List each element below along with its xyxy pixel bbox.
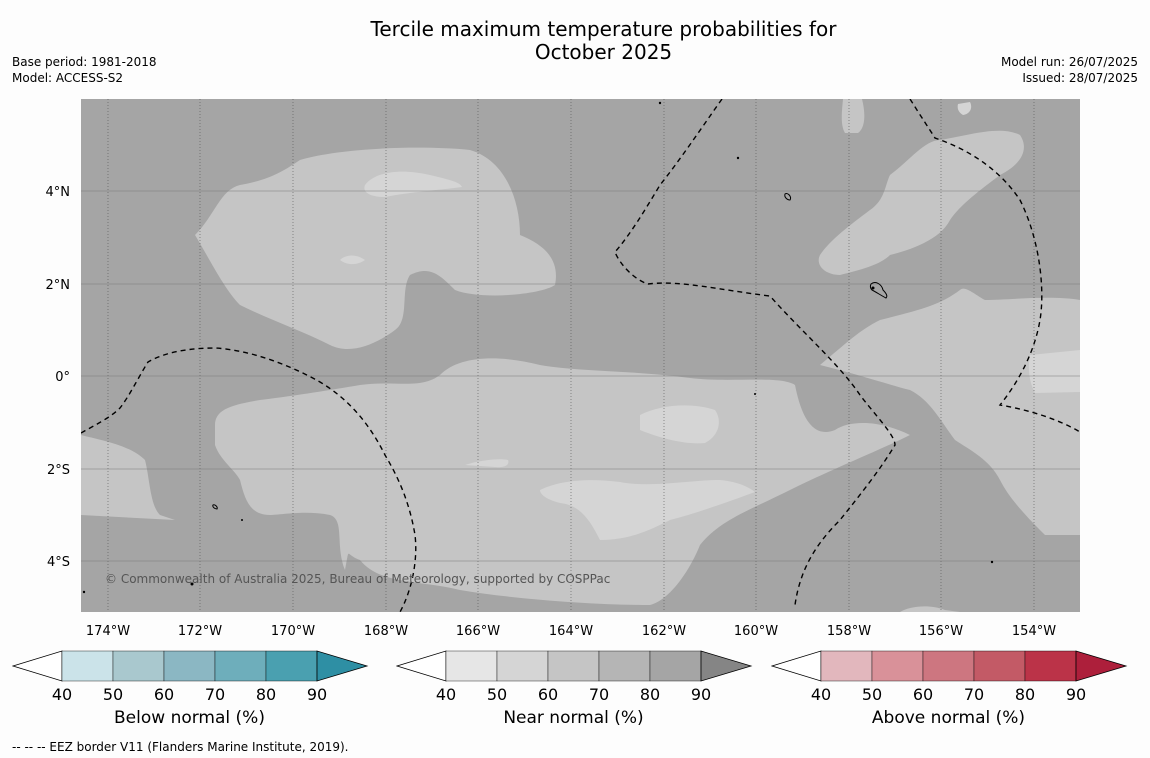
near-normal-core-5 xyxy=(465,459,509,468)
lon-label: 166°W xyxy=(456,624,500,639)
colorbar-tick-label: 70 xyxy=(205,685,225,704)
colorbar-title: Below normal (%) xyxy=(114,708,265,728)
colorbar-segment xyxy=(496,650,549,682)
eez-note: -- -- -- EEZ border V11 (Flanders Marine… xyxy=(12,740,349,754)
colorbar-tick-label: 60 xyxy=(913,685,933,704)
lon-label: 174°W xyxy=(86,624,130,639)
colorbar-1: 40 50 60 70 80 90 xyxy=(396,650,753,704)
colorbar-segment xyxy=(61,650,114,682)
near-normal-region-central xyxy=(215,358,910,605)
eez-borders xyxy=(81,99,1080,612)
colorbar-tick-label: 60 xyxy=(538,685,558,704)
colorbar-tick-label: 80 xyxy=(1015,685,1035,704)
title-line-1: Tercile maximum temperature probabilitie… xyxy=(370,17,837,41)
colorbar-tick-label: 80 xyxy=(256,685,276,704)
lat-label: 4°S xyxy=(47,555,70,570)
lon-label: 156°W xyxy=(919,624,963,639)
colorbar-tick-label: 50 xyxy=(103,685,123,704)
near-normal-core-4 xyxy=(540,480,755,540)
lat-label: 4°N xyxy=(46,185,71,200)
copyright-notice: © Commonwealth of Australia 2025, Bureau… xyxy=(105,572,610,586)
colorbar-tick-label: 70 xyxy=(589,685,609,704)
title-line-2: October 2025 xyxy=(534,40,673,64)
lat-label: 0° xyxy=(55,370,70,385)
model-name: Model: ACCESS-S2 xyxy=(12,71,124,85)
colorbar-tick-label: 70 xyxy=(964,685,984,704)
lon-label: 162°W xyxy=(642,624,686,639)
lat-label: 2°S xyxy=(47,463,70,478)
colorbar-tick-label: 50 xyxy=(487,685,507,704)
map-title: Tercile maximum temperature probabilitie… xyxy=(0,18,1150,64)
colorbar-tick-label: 90 xyxy=(691,685,711,704)
near-normal-region-east xyxy=(820,288,1080,535)
near-normal-core-7 xyxy=(957,102,972,115)
colorbar-extend-high xyxy=(316,650,369,682)
near-normal-region-top xyxy=(841,99,865,133)
colorbar-segment xyxy=(598,650,651,682)
near-normal-region-west xyxy=(81,435,175,520)
colorbar-tick-label: 50 xyxy=(862,685,882,704)
colorbar-tick-label: 60 xyxy=(154,685,174,704)
latitude-gridlines xyxy=(81,190,1080,562)
near-normal-region-bottom-east xyxy=(900,606,960,612)
colorbar-tick-label: 40 xyxy=(811,685,831,704)
lon-label: 168°W xyxy=(364,624,408,639)
colorbar-segment xyxy=(265,650,318,682)
colorbar-segment xyxy=(214,650,267,682)
near-normal-core-2 xyxy=(340,255,365,265)
near-normal-core-3 xyxy=(640,405,719,444)
colorbar-segment xyxy=(445,650,498,682)
lon-label: 158°W xyxy=(827,624,871,639)
model-run: Model run: 26/07/2025 xyxy=(1000,55,1138,69)
colorbar-extend-low xyxy=(771,650,822,682)
colorbar-tick-label: 40 xyxy=(52,685,72,704)
colorbar-extend-low xyxy=(12,650,63,682)
near-normal-region-northeast xyxy=(818,130,1024,275)
near-normal-region-north xyxy=(195,147,556,350)
island-dots xyxy=(82,101,994,594)
lon-label: 170°W xyxy=(271,624,315,639)
lon-label: 172°W xyxy=(178,624,222,639)
colorbar-2: 40 50 60 70 80 90 xyxy=(771,650,1128,704)
colorbar-extend-high xyxy=(1075,650,1128,682)
colorbar-segment xyxy=(112,650,165,682)
lon-label: 154°W xyxy=(1012,624,1056,639)
lat-label: 2°N xyxy=(46,278,71,293)
probability-map: © Commonwealth of Australia 2025, Bureau… xyxy=(46,99,1080,639)
colorbar-segment xyxy=(547,650,600,682)
colorbar-segment xyxy=(820,650,873,682)
latitude-labels: 4°N 2°N 0° 2°S 4°S xyxy=(46,185,71,570)
map-field: © Commonwealth of Australia 2025, Bureau… xyxy=(81,99,1080,612)
issued-date: Issued: 28/07/2025 xyxy=(1022,71,1138,85)
colorbar-tick-label: 80 xyxy=(640,685,660,704)
colorbar-tick-label: 90 xyxy=(1066,685,1086,704)
meta-right: Model run: 26/07/2025 Issued: 28/07/2025 xyxy=(1001,54,1138,86)
lon-label: 160°W xyxy=(734,624,778,639)
colorbar-tick-label: 90 xyxy=(307,685,327,704)
colorbar-segment xyxy=(973,650,1026,682)
colorbar-tick-label: 40 xyxy=(436,685,456,704)
longitude-labels: 174°W 172°W 170°W 168°W 166°W 164°W 162°… xyxy=(86,624,1056,639)
colorbar-segment xyxy=(871,650,924,682)
colorbar-title: Above normal (%) xyxy=(871,708,1026,728)
lon-label: 164°W xyxy=(549,624,593,639)
colorbar-extend-low xyxy=(396,650,447,682)
island-outlines xyxy=(212,193,888,510)
colorbar-extend-high xyxy=(700,650,753,682)
colorbar-segment xyxy=(1024,650,1077,682)
base-period: Base period: 1981-2018 xyxy=(12,55,157,69)
near-normal-core-6 xyxy=(1028,350,1080,393)
meta-left: Base period: 1981-2018 Model: ACCESS-S2 xyxy=(12,54,157,86)
colorbar-segment xyxy=(649,650,702,682)
colorbar-0: 40 50 60 70 80 90 xyxy=(12,650,369,704)
near-normal-core-1 xyxy=(364,171,462,197)
colorbar-segment xyxy=(163,650,216,682)
colorbar-segment xyxy=(922,650,975,682)
colorbar-title: Near normal (%) xyxy=(503,708,644,728)
